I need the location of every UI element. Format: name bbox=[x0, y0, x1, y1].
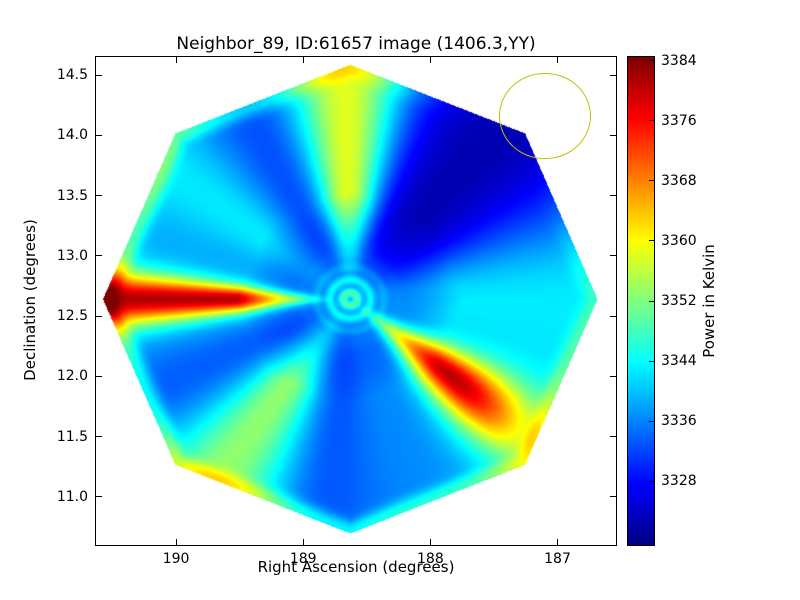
y-axis-label: Declination (degrees) bbox=[21, 219, 39, 381]
y-tick-mark bbox=[96, 436, 102, 438]
y-tick-mark bbox=[610, 496, 616, 498]
y-tick-label: 11.0 bbox=[56, 488, 88, 505]
y-tick-mark bbox=[96, 195, 102, 197]
colorbar-tick-label: 3336 bbox=[661, 413, 697, 430]
colorbar-tick-label: 3376 bbox=[661, 112, 697, 129]
colorbar-tick-label: 3368 bbox=[661, 172, 697, 189]
colorbar-tick-mark bbox=[649, 480, 654, 482]
colorbar-tick-label: 3344 bbox=[661, 353, 697, 370]
colorbar-tick-mark bbox=[649, 420, 654, 422]
x-tick-mark bbox=[175, 539, 177, 545]
y-tick-mark bbox=[96, 315, 102, 317]
plot-area: 190 189 188 187 11.0 11.5 12.0 12.5 13.0 13.5 14.0… bbox=[57, 56, 617, 567]
colorbar-label: Power in Kelvin bbox=[700, 244, 718, 358]
colorbar-tick-mark bbox=[649, 180, 654, 182]
colorbar-tick-label: 3384 bbox=[661, 52, 697, 69]
y-tick-mark bbox=[96, 74, 102, 76]
colorbar-tick-mark bbox=[649, 300, 654, 302]
y-tick-label: 11.5 bbox=[56, 428, 88, 445]
colorbar-tick-mark bbox=[649, 360, 654, 362]
x-tick-mark bbox=[302, 57, 304, 63]
colorbar-tick-label: 3360 bbox=[661, 232, 697, 249]
x-tick-label: 189 bbox=[289, 551, 317, 567]
y-tick-mark bbox=[96, 134, 102, 136]
y-tick-label: 14.5 bbox=[56, 67, 88, 84]
colorbar-tick-mark bbox=[649, 120, 654, 122]
y-tick-mark bbox=[610, 255, 616, 257]
y-tick-mark bbox=[610, 195, 616, 197]
y-tick-mark bbox=[610, 134, 616, 136]
y-tick-mark bbox=[610, 375, 616, 377]
x-tick-label: 190 bbox=[162, 551, 190, 567]
y-tick-mark bbox=[96, 255, 102, 257]
colorbar bbox=[627, 56, 655, 546]
y-tick-mark bbox=[610, 436, 616, 438]
y-tick-label: 13.5 bbox=[56, 187, 88, 204]
colorbar-tick-label: 3352 bbox=[661, 293, 697, 309]
y-tick-mark bbox=[96, 496, 102, 498]
x-tick-mark bbox=[429, 57, 431, 63]
x-tick-mark bbox=[175, 57, 177, 63]
y-tick-mark bbox=[610, 315, 616, 317]
x-tick-mark bbox=[557, 57, 559, 63]
y-tick-mark bbox=[96, 375, 102, 377]
y-tick-mark bbox=[610, 74, 616, 76]
chart-title: Neighbor_89, ID:61657 image (1406.3,YY) bbox=[176, 34, 536, 54]
y-tick-label: 12.0 bbox=[56, 368, 88, 385]
colorbar-tick-mark bbox=[649, 240, 654, 242]
y-tick-label: 14.0 bbox=[56, 127, 88, 144]
colorbar-tick-mark bbox=[649, 60, 654, 62]
x-tick-mark bbox=[429, 539, 431, 545]
x-tick-label: 188 bbox=[417, 551, 444, 567]
beam-circle-annotation bbox=[499, 72, 591, 160]
colorbar-tick-label: 3328 bbox=[661, 473, 697, 490]
y-tick-label: 13.0 bbox=[56, 247, 88, 264]
y-tick-label: 12.5 bbox=[56, 308, 88, 325]
x-tick-label: 187 bbox=[544, 551, 571, 567]
x-tick-mark bbox=[557, 539, 559, 545]
x-axis-label: Right Ascension (degrees) bbox=[257, 558, 455, 576]
x-tick-mark bbox=[302, 539, 304, 545]
